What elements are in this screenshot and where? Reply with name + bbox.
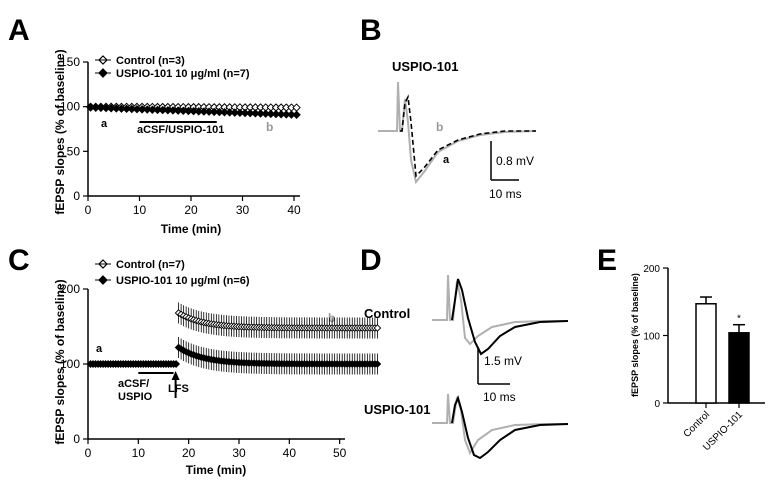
chart-a-ytick-label: 100 <box>60 100 80 114</box>
chart-c-xtick-label: 30 <box>232 446 246 460</box>
trace-d-uspio-gray <box>432 393 568 456</box>
panel-letter-b: B <box>360 14 382 47</box>
chart-c-bar-label-line1: aCSF/ <box>118 378 149 390</box>
chart-a-xtick-label: 40 <box>287 203 301 217</box>
chart-e-ytick-label: 0 <box>654 399 660 410</box>
chart-c-annotation-lfs: LFS <box>168 383 189 395</box>
chart-c-ylabel: fEPSP slopes (% of baseline) <box>53 279 67 444</box>
trace-group-b: b a 0.8 mV 10 ms <box>378 81 537 201</box>
legend-label-uspio-a: USPIO-101 10 μg/ml (n=7) <box>116 68 250 80</box>
chart-e-bar-uspio-101 <box>728 332 750 404</box>
chart-e-ytick-label: 200 <box>643 264 660 275</box>
legend-label-control-c: Control (n=7) <box>116 259 185 271</box>
panel-letter-d: D <box>360 244 382 277</box>
chart-c-annotation-a: a <box>96 343 103 355</box>
panel-letter-a: A <box>8 14 30 47</box>
chart-e-bar-control <box>695 303 717 404</box>
chart-c-point-uspio <box>172 360 180 368</box>
chart-c-legend: Control (n=7) USPIO-101 10 μg/ml (n=6) <box>95 259 250 287</box>
chart-c-xtick-label: 20 <box>182 446 196 460</box>
scale-v-label-b: 0.8 mV <box>496 154 534 168</box>
panel-letter-c: C <box>8 244 30 277</box>
chart-c-xtick-label: 10 <box>132 446 146 460</box>
chart-c-bar-label-line2: USPIO <box>118 391 153 403</box>
chart-c-xtick-label: 0 <box>85 446 92 460</box>
legend-label-control-a: Control (n=3) <box>116 55 185 67</box>
chart-e-significance-star: * <box>737 314 741 325</box>
trace-group-d: 1.5 mV 10 ms <box>432 274 569 460</box>
chart-c-ytick-label: 100 <box>60 357 80 371</box>
chart-a-xtick-label: 0 <box>85 203 92 217</box>
trace-d-control-gray <box>432 274 568 346</box>
chart-c-annotation-bar: aCSF/ USPIO <box>118 378 153 403</box>
trace-b-label-b: b <box>436 120 443 134</box>
trace-b-baseline <box>378 81 537 185</box>
chart-e: fEPSP slopes (% of baseline) 0 100 200 Cont… <box>630 264 765 453</box>
chart-a-annotation-b: b <box>266 120 273 134</box>
scale-t-label-b: 10 ms <box>489 187 522 201</box>
chart-a-ytick-label: 50 <box>67 144 81 158</box>
chart-a-xtick-label: 20 <box>184 203 198 217</box>
chart-a-xtick-label: 30 <box>236 203 250 217</box>
chart-e-ytick-label: 100 <box>643 332 660 343</box>
chart-a-ytick-label: 150 <box>60 55 80 69</box>
chart-e-ylabel: fEPSP slopes (% of baseline) <box>630 273 640 397</box>
chart-a-xtick-label: 10 <box>133 203 147 217</box>
trace-d-label-control: Control <box>364 306 410 321</box>
panel-letter-e: E <box>597 244 617 277</box>
chart-a-point-control <box>292 103 301 112</box>
chart-c-ytick-label: 0 <box>73 432 80 446</box>
trace-d-label-uspio: USPIO-101 <box>364 402 430 417</box>
chart-a: fEPSP slopes (% of baseline) Time (min) … <box>53 49 301 236</box>
legend-label-uspio-c: USPIO-101 10 μg/ml (n=6) <box>116 275 250 287</box>
chart-a-legend: Control (n=3) USPIO-101 10 μg/ml (n=7) <box>95 55 250 80</box>
chart-c-ytick-label: 200 <box>60 282 80 296</box>
chart-c-xtick-label: 40 <box>283 446 297 460</box>
chart-c-xtick-label: 50 <box>333 446 347 460</box>
chart-c: fEPSP slopes (% of baseline) Time (min) … <box>53 259 382 477</box>
chart-c-annotation-b: b <box>328 311 335 325</box>
chart-a-ylabel: fEPSP slopes (% of baseline) <box>53 49 67 214</box>
scale-v-label-d: 1.5 mV <box>484 354 522 368</box>
chart-a-annotation-bar: aCSF/USPIO-101 <box>137 124 224 136</box>
trace-title-b: USPIO-101 <box>392 59 458 74</box>
trace-b-label-a: a <box>443 154 450 166</box>
chart-e-xtick-label: Control <box>682 409 713 440</box>
chart-a-xlabel: Time (min) <box>161 222 221 236</box>
trace-b-after <box>400 94 536 178</box>
chart-c-point-uspio <box>373 360 382 368</box>
chart-a-ytick-label: 0 <box>73 189 80 203</box>
chart-c-point-control <box>373 324 382 332</box>
chart-a-annotation-a: a <box>101 118 108 130</box>
chart-c-lfs-arrow-head <box>171 371 180 380</box>
scale-t-label-d: 10 ms <box>483 390 516 404</box>
chart-c-xlabel: Time (min) <box>186 463 246 477</box>
chart-a-point-uspio <box>292 110 301 120</box>
trace-d-uspio-black <box>451 395 569 460</box>
